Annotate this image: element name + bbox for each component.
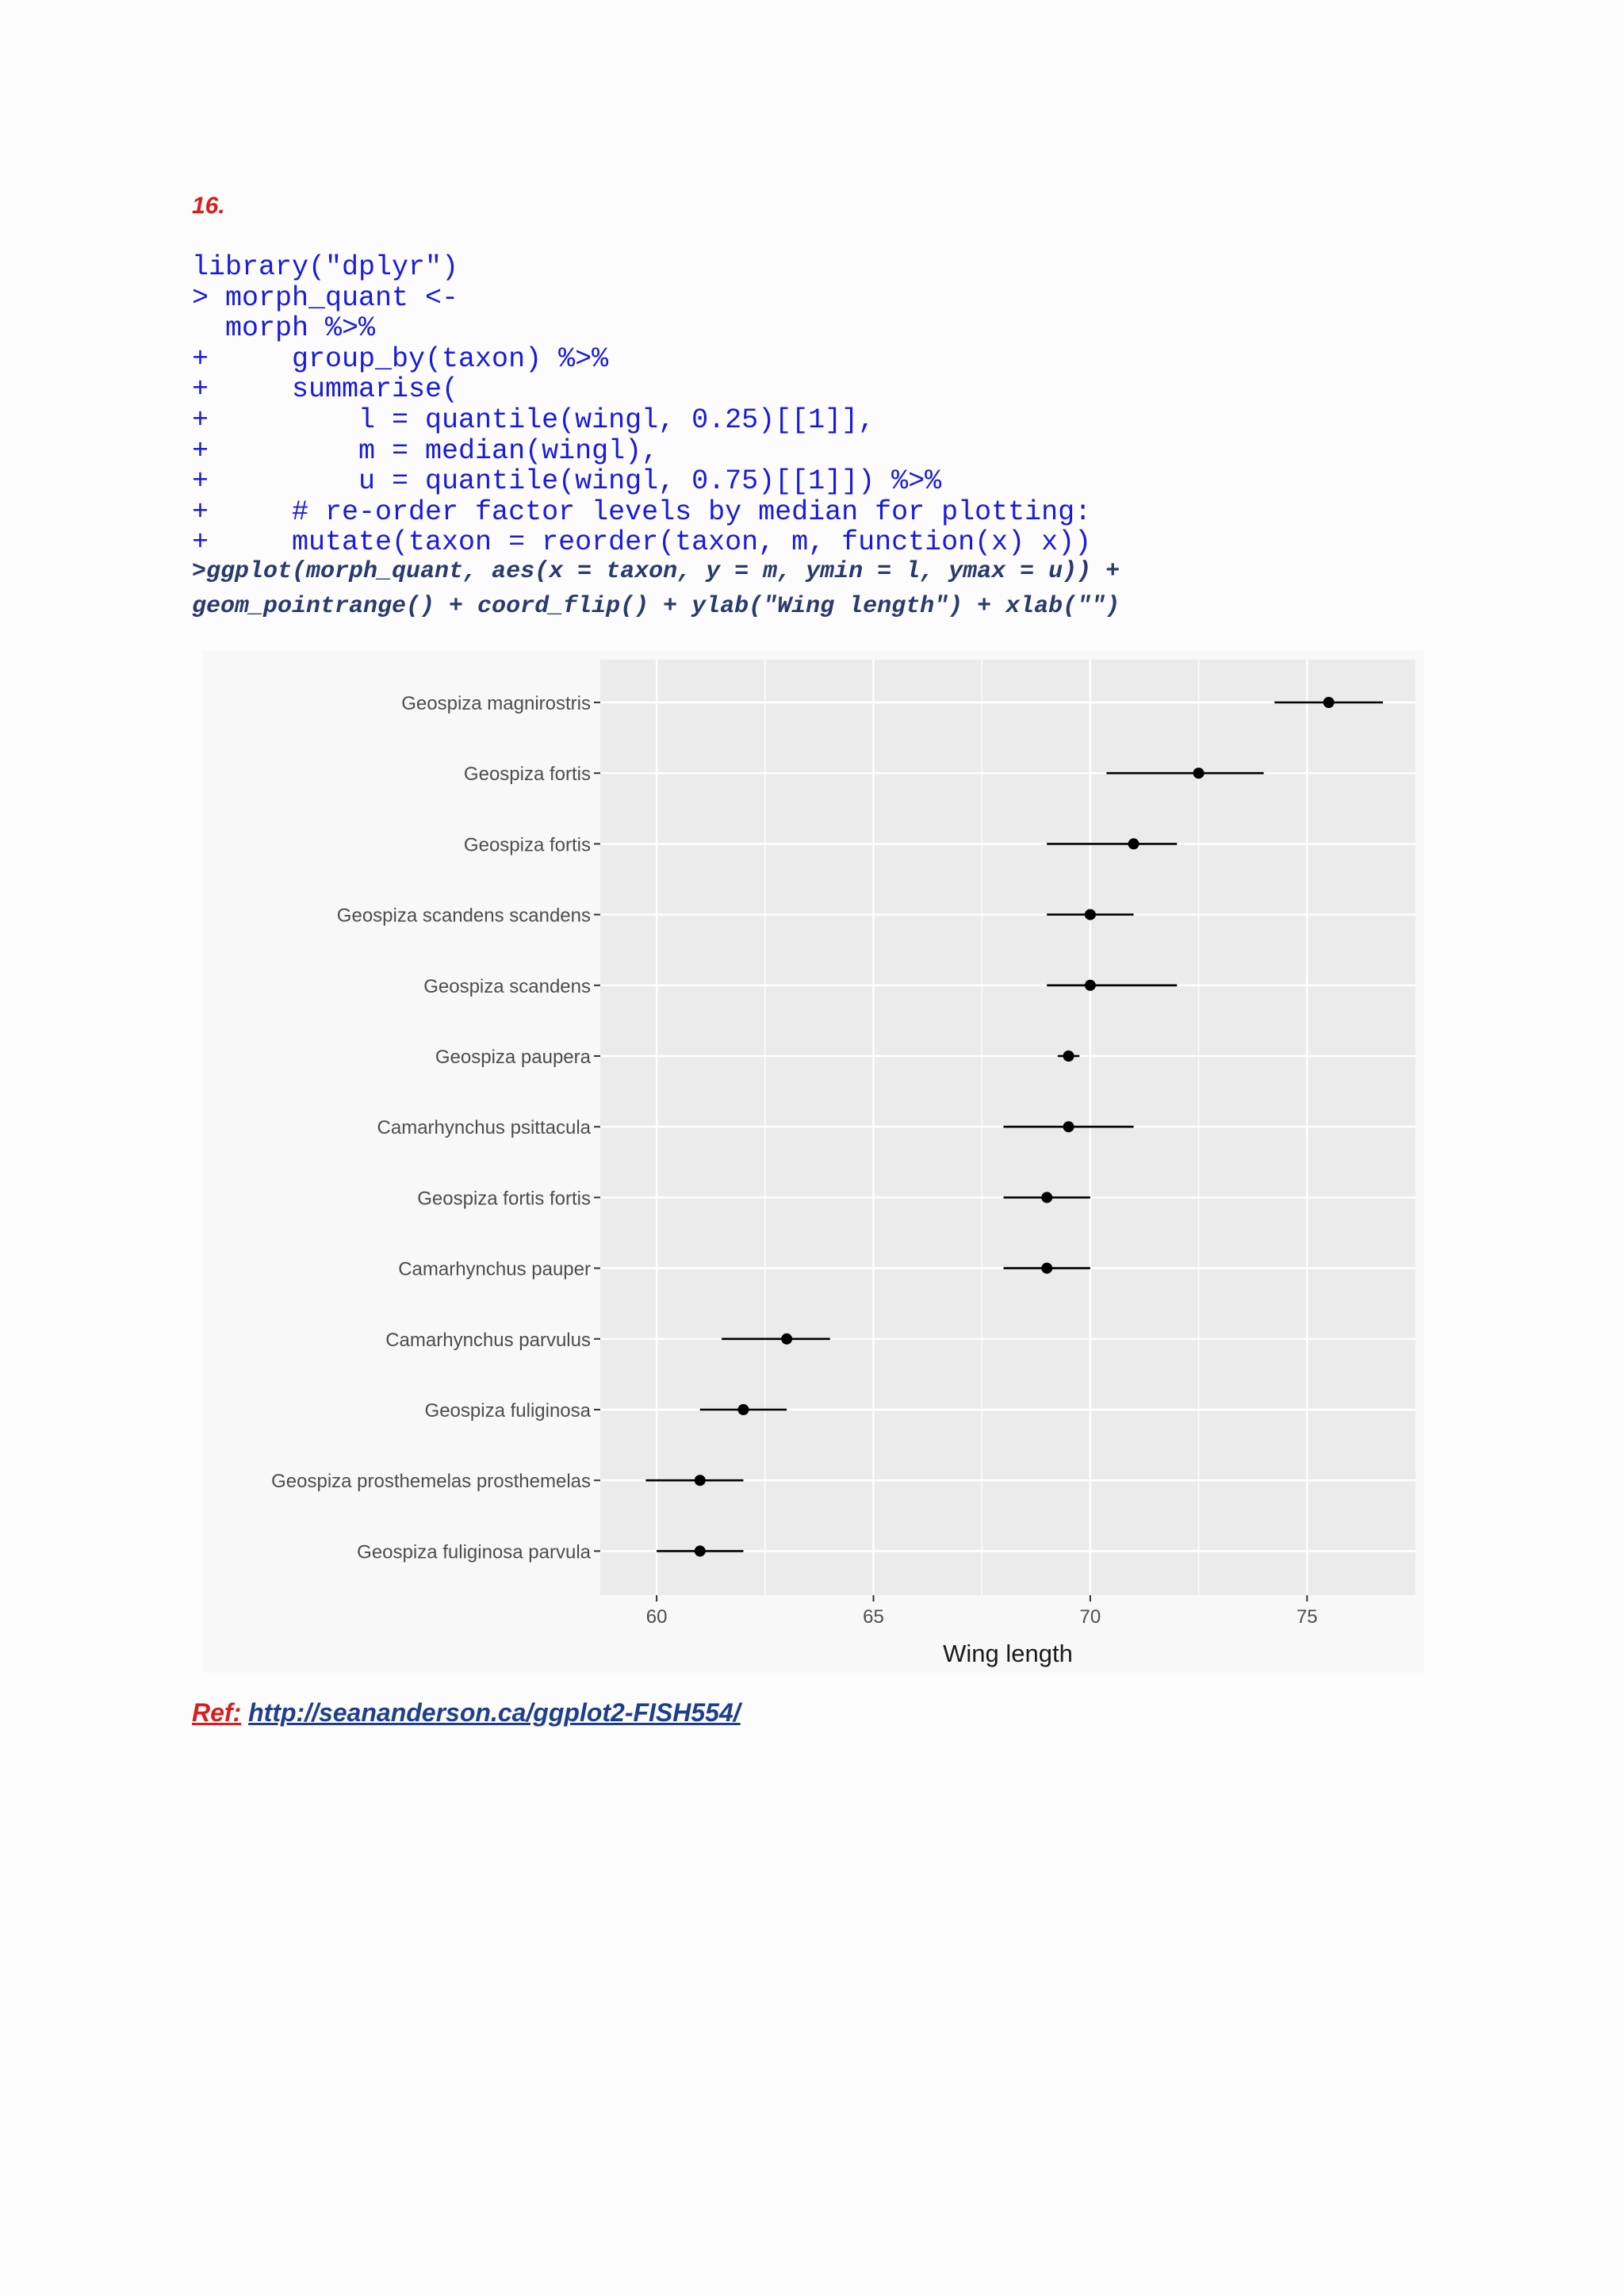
median-point xyxy=(1041,1192,1053,1203)
y-tick-label: Geospiza prosthemelas prosthemelas xyxy=(271,1471,591,1492)
median-point xyxy=(694,1545,706,1557)
median-point xyxy=(1323,697,1335,708)
code-line: + mutate(taxon = reorder(taxon, m, funct… xyxy=(192,526,1092,559)
code-line: library("dplyr") xyxy=(192,251,459,283)
chart-svg: Geospiza magnirostris Geospiza fortis Geos… xyxy=(202,650,1423,1673)
x-tick-label: 60 xyxy=(646,1606,668,1628)
code-line: + l = quantile(wingl, 0.25)[[1]], xyxy=(192,404,875,436)
code-line: morph %>% xyxy=(192,312,376,345)
wing-length-chart: Geospiza magnirostris Geospiza fortis Geos… xyxy=(202,650,1423,1673)
point-ranges xyxy=(645,697,1383,1557)
x-axis: 60 65 70 75 xyxy=(646,1595,1318,1628)
median-point xyxy=(1128,838,1139,850)
reference-label: Ref: xyxy=(192,1698,242,1727)
y-tick-label: Geospiza fortis fortis xyxy=(417,1188,591,1209)
code-line: + u = quantile(wingl, 0.75)[[1]]) %>% xyxy=(192,465,942,498)
y-tick-label: Geospiza magnirostris xyxy=(401,693,591,714)
ggplot-call-line-1: >ggplot(morph_quant, aes(x = taxon, y = … xyxy=(192,558,1120,585)
median-point xyxy=(1063,1121,1074,1133)
y-tick-label: Geospiza fuliginosa parvula xyxy=(357,1541,591,1563)
reference-link[interactable]: http://seananderson.ca/ggplot2-FISH554/ xyxy=(248,1698,741,1727)
ggplot-call-line-2: geom_pointrange() + coord_flip() + ylab(… xyxy=(192,593,1120,620)
section-number: 16. xyxy=(192,193,225,219)
median-point xyxy=(1041,1262,1053,1274)
code-line: + # re-order factor levels by median for… xyxy=(192,496,1092,528)
y-tick-label: Camarhynchus pauper xyxy=(398,1259,591,1280)
x-axis-title: Wing length xyxy=(943,1640,1073,1667)
median-point xyxy=(737,1404,749,1415)
y-tick-label: Geospiza scandens xyxy=(423,976,591,997)
y-tick-label: Geospiza scandens scandens xyxy=(337,905,591,927)
reference-line: Ref: http://seananderson.ca/ggplot2-FISH… xyxy=(192,1698,741,1728)
y-tick-label: Camarhynchus psittacula xyxy=(377,1117,592,1138)
y-tick-label: Camarhynchus parvulus xyxy=(385,1330,591,1351)
y-tick-label: Geospiza paupera xyxy=(435,1047,592,1068)
median-point xyxy=(781,1333,793,1345)
median-point xyxy=(1084,979,1096,991)
median-point xyxy=(1063,1050,1074,1062)
median-point xyxy=(1193,767,1205,779)
code-line: + m = median(wingl), xyxy=(192,434,659,467)
code-block: library("dplyr") > morph_quant <- morph %… xyxy=(192,252,1091,558)
code-line: + summarise( xyxy=(192,373,459,406)
x-tick-label: 75 xyxy=(1297,1606,1318,1628)
y-tick-label: Geospiza fortis xyxy=(464,834,591,855)
median-point xyxy=(694,1475,706,1487)
x-tick-label: 65 xyxy=(863,1606,884,1628)
code-line: > morph_quant <- xyxy=(192,281,459,314)
y-tick-label: Geospiza fortis xyxy=(464,763,591,785)
y-tick-label: Geospiza fuliginosa xyxy=(425,1400,592,1422)
median-point xyxy=(1084,909,1096,920)
y-axis: Geospiza magnirostris Geospiza fortis Geos… xyxy=(271,693,600,1563)
x-tick-label: 70 xyxy=(1080,1606,1101,1628)
code-line: + group_by(taxon) %>% xyxy=(192,342,609,375)
